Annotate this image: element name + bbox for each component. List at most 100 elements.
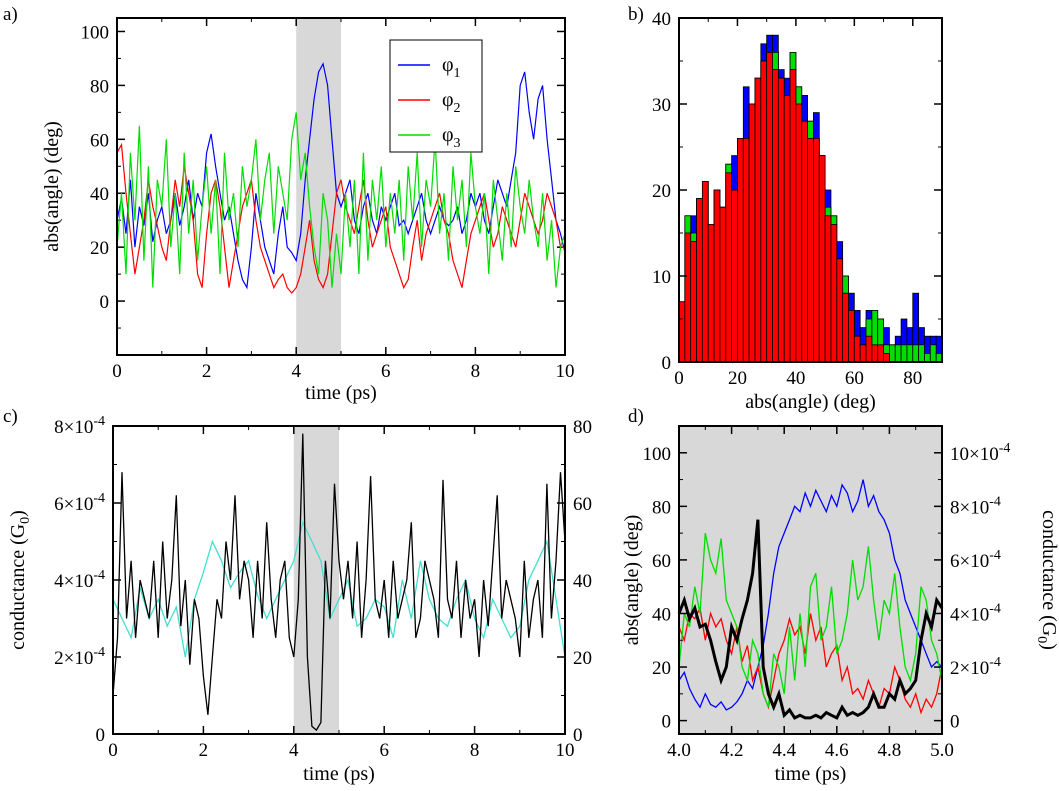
tick-mantissa: 0 — [96, 725, 106, 746]
y-tick-label: 0 — [662, 712, 672, 733]
y-right-tick-label: 8×10-4 — [950, 494, 1001, 518]
tick-exponent: -4 — [999, 441, 1011, 456]
hist-bar — [772, 69, 779, 363]
y-tick-label: 4×10-4 — [54, 568, 105, 592]
legend-phi-symbol: φ — [442, 124, 454, 146]
hist-bar — [801, 120, 808, 363]
y-tick-label: 0 — [96, 725, 106, 746]
panel-label-a: a) — [3, 4, 18, 25]
tick-mantissa: 10×10 — [950, 444, 999, 465]
hist-bar — [865, 335, 873, 363]
hist-bar — [701, 180, 709, 363]
x-axis-label: abs(angle) (deg) — [745, 391, 876, 413]
y-right-tick-label: 6×10-4 — [950, 548, 1001, 572]
x-tick-label: 2 — [199, 740, 209, 761]
hist-bar — [853, 335, 861, 363]
x-axis-label: time (ps) — [303, 763, 375, 785]
tick-exponent: -4 — [989, 655, 1001, 670]
y-tick-label: 20 — [652, 658, 671, 679]
hist-bar — [719, 206, 727, 363]
y-right-tick-label: 0 — [573, 725, 583, 746]
tick-mantissa: 2×10 — [950, 658, 989, 679]
hist-bar — [871, 344, 879, 363]
tick-mantissa: 0 — [950, 712, 960, 733]
y-tick-label: 60 — [652, 551, 671, 572]
tick-mantissa: 6×10 — [950, 551, 989, 572]
y-tick-label: 40 — [652, 604, 671, 625]
x-axis-label: time (ps) — [775, 763, 847, 785]
x-tick-label: 80 — [903, 368, 922, 389]
y-label-close: ) — [1038, 643, 1059, 650]
tick-exponent: -4 — [989, 601, 1001, 616]
hist-bar — [929, 344, 937, 363]
y-tick-label: 40 — [652, 9, 671, 30]
x-tick-label: 5.0 — [930, 740, 954, 761]
y-label-subscript: 0 — [18, 517, 33, 524]
y-label-close: ) — [7, 510, 29, 517]
y-axis-label: abs(angle) (deg) — [41, 121, 63, 252]
tick-exponent: -4 — [989, 548, 1001, 563]
x-tick-label: 0 — [674, 368, 684, 389]
hist-bar — [731, 189, 738, 363]
x-tick-label: 6 — [379, 740, 389, 761]
hist-bar — [859, 344, 867, 363]
hist-bar — [777, 77, 785, 363]
x-tick-label: 60 — [845, 368, 864, 389]
tick-exponent: -4 — [93, 645, 105, 660]
y-right-tick-label: 60 — [573, 494, 592, 515]
hist-bar — [795, 103, 803, 363]
y-tick-label: 20 — [652, 181, 671, 202]
legend-phi-symbol: φ — [442, 54, 454, 76]
y-axis-label: conductance (G0) — [7, 510, 33, 650]
legend-label-phi3: φ3 — [442, 124, 461, 151]
x-tick-label: 8 — [470, 740, 480, 761]
hist-bar — [684, 232, 692, 363]
hist-bar — [707, 223, 715, 363]
y-right-tick-label: 80 — [573, 417, 592, 438]
x-axis-label: time (ps) — [305, 382, 377, 404]
conductance-series-line — [112, 433, 566, 732]
tick-mantissa: 8×10 — [54, 417, 93, 438]
legend-label-phi1: φ1 — [442, 54, 461, 81]
hist-bar — [900, 344, 908, 363]
y-right-tick-label: 10×10-4 — [950, 441, 1010, 465]
legend-box — [389, 39, 483, 153]
series-line-phi2 — [116, 142, 565, 294]
highlight-band — [296, 18, 341, 355]
y-tick-label: 60 — [90, 130, 109, 151]
y-right-tick-label: 2×10-4 — [950, 655, 1001, 679]
y-tick-label: 2×10-4 — [54, 645, 105, 669]
y-right-tick-label: 4×10-4 — [950, 601, 1001, 625]
hist-bar — [754, 77, 762, 363]
x-tick-label: 6 — [381, 361, 391, 382]
y-tick-label: 8×10-4 — [54, 414, 105, 438]
series-line-phi1 — [116, 62, 566, 290]
x-tick-label: 0 — [112, 361, 122, 382]
panel-label-c: c) — [3, 406, 18, 427]
hist-bar — [830, 223, 838, 363]
y-right-tick-label: 40 — [573, 571, 592, 592]
legend-subscript: 2 — [454, 101, 461, 116]
angle-series-line — [678, 479, 943, 711]
y-label-subscript: 0 — [1034, 636, 1049, 643]
series-line-phi3 — [116, 112, 566, 288]
x-tick-label: 40 — [786, 368, 805, 389]
hist-bar — [713, 189, 721, 363]
y-label-text: conductance (G — [1038, 510, 1059, 636]
y-tick-label: 10 — [652, 267, 671, 288]
legend-subscript: 3 — [454, 136, 461, 151]
hist-bar — [877, 344, 884, 363]
tick-mantissa: 4×10 — [54, 571, 93, 592]
hist-bar — [748, 103, 756, 363]
y-axis-label: abs(angle) (deg) — [621, 515, 643, 646]
hist-bar — [918, 344, 925, 363]
panel-label-b: b) — [628, 4, 644, 25]
x-tick-label: 20 — [728, 368, 747, 389]
x-tick-label: 4.0 — [667, 740, 691, 761]
legend-subscript: 1 — [454, 66, 461, 81]
angle-series-line — [678, 605, 943, 715]
hist-bar — [696, 198, 703, 363]
y-tick-label: 80 — [90, 76, 109, 97]
x-tick-label: 4.8 — [878, 740, 902, 761]
